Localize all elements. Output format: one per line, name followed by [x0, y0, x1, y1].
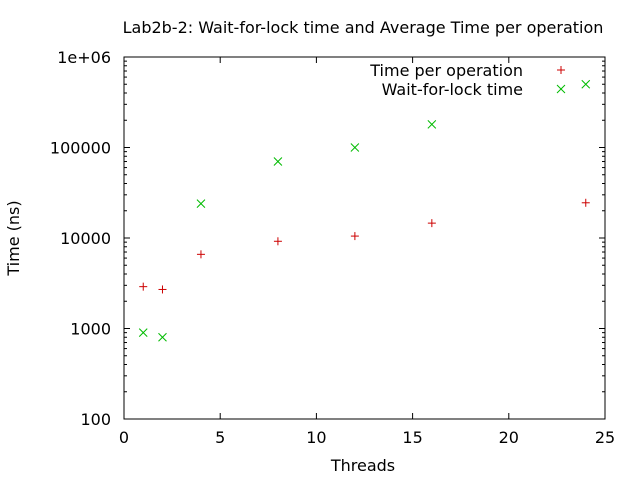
- x-tick-label: 20: [499, 428, 519, 447]
- data-point: [196, 199, 206, 208]
- x-tick-label: 5: [215, 428, 225, 447]
- x-tick-label: 10: [306, 428, 326, 447]
- data-point: [196, 250, 205, 259]
- data-point: [273, 237, 282, 246]
- data-point: [158, 285, 167, 294]
- data-points: [138, 79, 591, 342]
- data-point: [139, 282, 148, 291]
- y-tick-label: 100000: [50, 139, 111, 158]
- data-point: [158, 332, 167, 342]
- data-point: [581, 79, 591, 89]
- data-point: [427, 120, 437, 129]
- legend-label: Time per operation: [369, 61, 523, 80]
- x-tick-label: 0: [119, 428, 129, 447]
- x-tick-label: 25: [595, 428, 615, 447]
- y-tick-label: 100: [80, 410, 111, 429]
- x-axis-ticks: 0 5 10 15 20 25: [119, 57, 615, 447]
- data-point: [350, 232, 359, 241]
- plot-frame: [123, 56, 606, 420]
- y-tick-label: 1000: [70, 320, 111, 339]
- y-tick-label: 10000: [60, 229, 111, 248]
- data-point: [350, 143, 360, 152]
- y-axis-title: Time (ns): [4, 200, 23, 276]
- y-axis-ticks: 100 1000 10000 100000 1e+06: [50, 48, 605, 429]
- data-point: [138, 328, 148, 337]
- data-point: [273, 157, 283, 166]
- y-tick-label: 1e+06: [57, 48, 111, 67]
- x-tick-label: 15: [402, 428, 422, 447]
- data-point: [427, 219, 436, 228]
- legend-marker: [557, 66, 565, 74]
- chart-title: Lab2b-2: Wait-for-lock time and Average …: [123, 18, 604, 37]
- x-axis-title: Threads: [330, 456, 395, 475]
- data-point: [581, 198, 590, 207]
- legend-marker: [556, 84, 566, 94]
- legend-label: Wait-for-lock time: [382, 80, 523, 99]
